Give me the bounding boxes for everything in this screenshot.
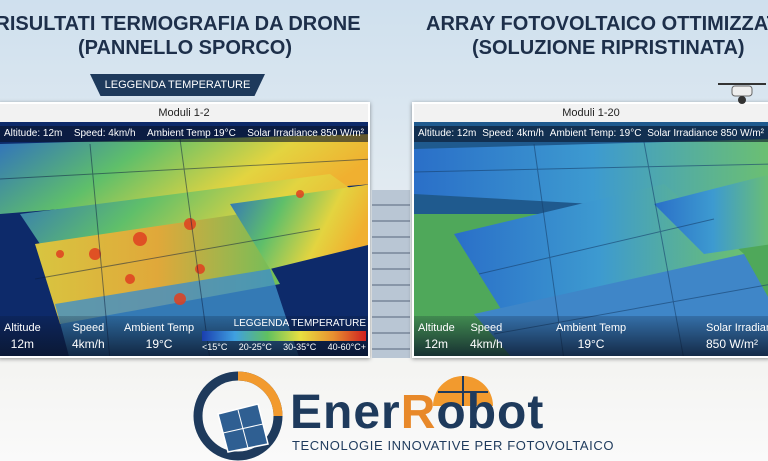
tagline: TECNOLOGIE INNOVATIVE PER FOTOVOLTAICO [292, 438, 615, 453]
background-panels [372, 190, 410, 358]
stat: Solar Irradiance 850 W/m² [706, 322, 768, 351]
legend-item: 20-25°C [238, 342, 272, 352]
right-thermal: Moduli 1-20 Altitude: 12m Speed: 4km/h Amb… [412, 102, 768, 358]
legend-item: <15°C [202, 342, 228, 352]
stat-label: Speed [470, 322, 503, 334]
stat-label: Altitude [418, 322, 455, 334]
brand-part: Ener [290, 386, 401, 439]
drone-icon [718, 83, 766, 104]
stats: Altitude 12m Speed 4km/h Ambient Temp 19°C … [414, 316, 768, 356]
legend-item: 40-60°C+ [327, 342, 366, 352]
legend-item: 30-35°C [283, 342, 317, 352]
subtitle-line: (SOLUZIONE RIPRISTINATA) [472, 37, 745, 59]
stat-label: Speed [72, 322, 105, 334]
stat-value: 19°C [145, 337, 173, 351]
right-title: ARRAY FOTOVOLTAICO OTTIMIZZATO (SOLUZIONE… [412, 12, 768, 60]
logo-sun-panel [433, 376, 493, 406]
left-thermal: Moduli 1-2 Altitude: 12m Speed: 4km/h Ambi… [0, 102, 370, 358]
brand: EnerRobot [290, 388, 544, 438]
ribbon: LEGGENDA TEMPERATURE [90, 74, 265, 96]
overlay-item: Speed: 4km/h [73, 128, 136, 139]
stat-value: 12m [424, 337, 449, 351]
stat: Ambient Temp 19°C [556, 322, 626, 351]
stat-value: 4km/h [72, 337, 105, 351]
stat: Speed 4km/h [470, 322, 503, 351]
stat-value: 12m [10, 337, 35, 351]
stat: Altitude 12m [418, 322, 455, 351]
panel-header: Moduli 1-20 [414, 104, 768, 122]
stats: Altitude 12m Speed 4km/h Ambient Temp 19°C … [0, 316, 368, 356]
left-title: RISULTATI TERMOGRAFIA DA DRONE (PANNELLO … [0, 12, 370, 60]
stat: Ambient Temp 19°C [124, 322, 194, 351]
brand-part: obot [436, 386, 545, 439]
stat: Altitude 12m [4, 322, 41, 351]
stat-label: Ambient Temp [124, 322, 195, 334]
legend-title: LEGGENDA TEMPERATURE [233, 318, 366, 329]
overlay-item: Solar Irradiance 850 W/m² [247, 128, 364, 139]
title-line: ARRAY FOTOVOLTAICO OTTIMIZZATO [426, 13, 768, 35]
overlay-item: Ambient Temp 19°C [146, 128, 236, 139]
brand-part: R [400, 386, 437, 439]
stat-label: Altitude [4, 322, 41, 334]
overlay: Altitude: 12m Speed: 4km/h Ambient Temp 19… [0, 126, 368, 142]
stat-label: Ambient Temp [556, 322, 627, 334]
stat: Speed 4km/h [72, 322, 105, 351]
legend-bar [202, 331, 366, 341]
overlay-item: Altitude: 12m [418, 128, 477, 139]
stat-value: 4km/h [470, 337, 503, 351]
subtitle-line: (PANNELLO SPORCO) [77, 37, 293, 59]
legend-labels: <15°C 20-25°C 30-35°C 40-60°C+ [202, 342, 366, 352]
overlay-item: Speed: 4km/h [482, 128, 544, 139]
overlay-item: Ambient Temp: 19°C [549, 128, 642, 139]
panel-header: Moduli 1-2 [0, 104, 368, 122]
stat-value: 19°C [577, 337, 605, 351]
overlay-item: Solar Irradiance 850 W/m² [647, 128, 764, 139]
overlay-item: Altitude: 12m [4, 128, 63, 139]
overlay: Altitude: 12m Speed: 4km/h Ambient Temp: 1… [414, 126, 768, 142]
title-line: RISULTATI TERMOGRAFIA DA DRONE [0, 13, 361, 35]
logo-icon [193, 371, 283, 461]
stat-value: 850 W/m² [706, 337, 759, 351]
legend: LEGGENDA TEMPERATURE <15°C 20-25°C 30-35°C… [202, 318, 366, 352]
stat-label: Solar Irradiance [706, 322, 768, 334]
